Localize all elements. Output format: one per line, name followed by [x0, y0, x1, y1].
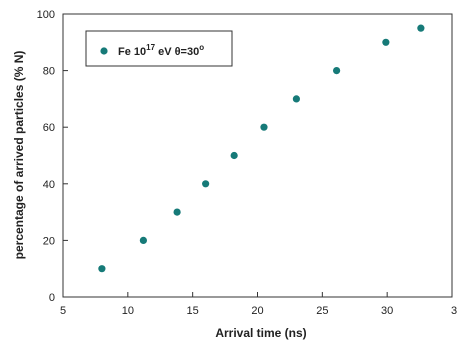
y-tick-label: 0	[49, 292, 55, 304]
legend-marker	[100, 47, 108, 55]
x-axis-title: Arrival time (ns)	[215, 326, 306, 340]
data-points	[98, 24, 425, 273]
data-point	[98, 265, 106, 273]
x-tick-label: 15	[187, 305, 199, 317]
x-tick-label: 30	[381, 305, 393, 317]
data-point	[332, 67, 341, 75]
legend: Fe 1017 eV θ=30o	[85, 30, 233, 67]
y-tick-label: 60	[43, 122, 55, 134]
legend-box	[85, 30, 233, 67]
data-point	[382, 38, 390, 46]
y-tick-label: 100	[37, 9, 55, 21]
x-tick-label: 3	[451, 305, 457, 317]
x-tick-label: 25	[316, 305, 328, 317]
data-point	[260, 123, 268, 131]
data-point	[292, 95, 300, 103]
x-tick-label: 20	[251, 305, 263, 317]
legend-label-tail-sup: o	[199, 43, 204, 52]
data-point	[202, 180, 210, 188]
x-tick-label: 5	[60, 305, 66, 317]
y-axis: 0 20 40 60 80 100	[37, 9, 68, 304]
legend-label: Fe 1017 eV θ=30o	[118, 43, 204, 58]
y-axis-title: percentage of arrived particles (% N)	[12, 51, 26, 260]
x-tick-label: 10	[122, 305, 134, 317]
data-point	[173, 208, 181, 216]
legend-label-main: Fe 10	[118, 46, 146, 58]
x-axis: 5 10 15 20 25 30 3	[60, 292, 457, 317]
legend-label-tail: eV θ=30	[155, 46, 199, 58]
legend-label-sup: 17	[146, 43, 155, 52]
data-point	[417, 24, 425, 32]
y-tick-label: 80	[43, 66, 55, 78]
y-tick-label: 40	[43, 179, 55, 191]
y-tick-label: 20	[43, 235, 55, 247]
data-point	[230, 151, 238, 160]
data-point	[139, 236, 147, 244]
